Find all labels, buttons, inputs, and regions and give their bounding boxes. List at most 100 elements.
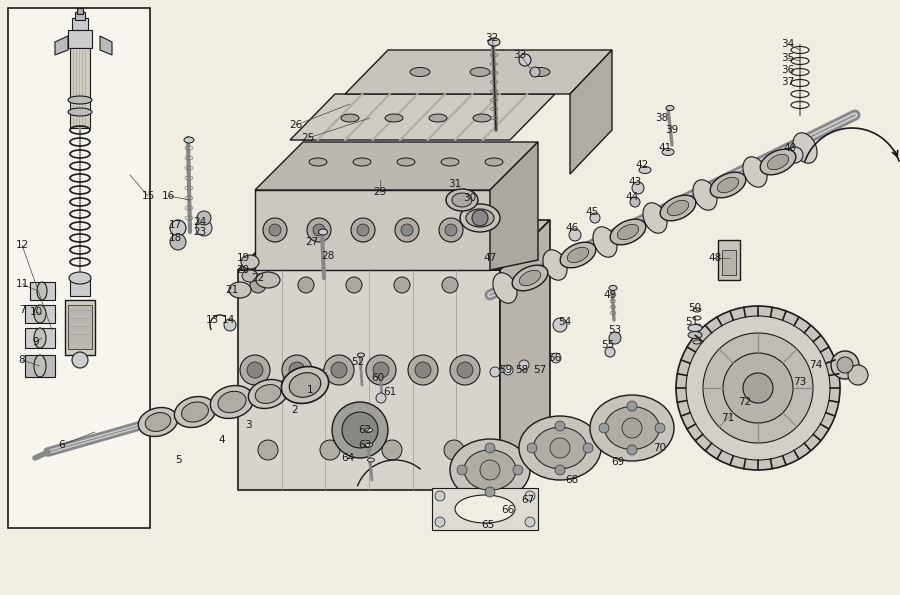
Text: 43: 43 [628, 177, 642, 187]
Text: 9: 9 [32, 337, 40, 347]
Ellipse shape [543, 250, 567, 280]
Ellipse shape [441, 158, 459, 166]
Ellipse shape [241, 255, 259, 269]
Circle shape [320, 440, 340, 460]
Ellipse shape [519, 416, 601, 480]
Text: 2: 2 [292, 405, 298, 415]
Circle shape [472, 210, 488, 226]
Ellipse shape [68, 108, 92, 116]
Bar [722, 250, 736, 275]
Circle shape [627, 445, 637, 455]
Circle shape [655, 423, 665, 433]
Text: 29: 29 [374, 187, 387, 197]
Bar [70, 48, 90, 128]
Text: 19: 19 [237, 253, 249, 263]
Text: 33: 33 [513, 50, 526, 60]
Ellipse shape [590, 395, 674, 461]
Circle shape [550, 438, 570, 458]
Circle shape [170, 234, 186, 250]
Circle shape [444, 440, 464, 460]
Circle shape [415, 362, 431, 378]
Text: 44: 44 [626, 192, 639, 202]
Text: 34: 34 [781, 39, 795, 49]
Ellipse shape [493, 273, 517, 303]
Text: 70: 70 [653, 443, 667, 453]
Circle shape [313, 224, 325, 236]
Text: 6: 6 [58, 440, 66, 450]
Ellipse shape [485, 158, 503, 166]
Circle shape [630, 197, 640, 207]
Circle shape [373, 362, 389, 378]
Circle shape [250, 277, 266, 293]
Text: 3: 3 [245, 420, 251, 430]
Bar [77, 8, 83, 14]
Ellipse shape [661, 195, 696, 221]
Circle shape [408, 355, 438, 385]
Ellipse shape [567, 248, 589, 262]
Ellipse shape [460, 204, 500, 232]
Circle shape [382, 440, 402, 460]
Text: 32: 32 [485, 33, 499, 43]
Text: 42: 42 [635, 160, 649, 170]
Polygon shape [490, 142, 538, 270]
Bar [25, 355, 55, 377]
Text: 8: 8 [19, 355, 25, 365]
Text: 12: 12 [15, 240, 29, 250]
Ellipse shape [710, 172, 746, 198]
Ellipse shape [282, 367, 328, 403]
Ellipse shape [229, 282, 251, 298]
Ellipse shape [512, 265, 548, 291]
Text: 38: 38 [655, 113, 669, 123]
Circle shape [395, 218, 419, 242]
Text: 4: 4 [219, 435, 225, 445]
Text: 66: 66 [501, 505, 515, 515]
Circle shape [357, 224, 369, 236]
Ellipse shape [605, 406, 660, 449]
Polygon shape [55, 36, 68, 55]
Circle shape [676, 306, 840, 470]
Bar [68, 30, 92, 48]
Ellipse shape [455, 495, 515, 523]
Circle shape [72, 352, 88, 368]
Ellipse shape [452, 193, 472, 207]
Circle shape [513, 465, 523, 475]
Circle shape [622, 418, 642, 438]
Circle shape [450, 355, 480, 385]
Circle shape [787, 147, 803, 163]
Circle shape [527, 443, 537, 453]
Circle shape [743, 373, 773, 403]
Circle shape [324, 355, 354, 385]
Ellipse shape [519, 270, 541, 286]
Circle shape [376, 393, 386, 403]
Ellipse shape [385, 114, 403, 122]
Circle shape [553, 318, 567, 332]
Text: 17: 17 [168, 220, 182, 230]
Ellipse shape [446, 189, 478, 211]
Circle shape [346, 277, 362, 293]
Bar [70, 278, 90, 296]
Text: 61: 61 [383, 387, 397, 397]
Polygon shape [718, 240, 740, 280]
Circle shape [332, 402, 388, 458]
Circle shape [439, 218, 463, 242]
Ellipse shape [466, 209, 494, 227]
Text: 1: 1 [307, 385, 313, 395]
Ellipse shape [256, 384, 281, 403]
Text: 13: 13 [205, 315, 219, 325]
Circle shape [530, 67, 540, 77]
Text: 71: 71 [722, 413, 734, 423]
Circle shape [590, 213, 600, 223]
Text: 14: 14 [221, 315, 235, 325]
Circle shape [686, 316, 830, 460]
Ellipse shape [410, 67, 430, 77]
Ellipse shape [256, 272, 280, 288]
Text: 68: 68 [565, 475, 579, 485]
Ellipse shape [617, 224, 639, 240]
Ellipse shape [693, 180, 717, 210]
Ellipse shape [464, 450, 516, 490]
Circle shape [490, 367, 500, 377]
Text: 55: 55 [601, 340, 615, 350]
Text: 58: 58 [516, 365, 528, 375]
Circle shape [519, 54, 531, 66]
Ellipse shape [530, 67, 550, 77]
